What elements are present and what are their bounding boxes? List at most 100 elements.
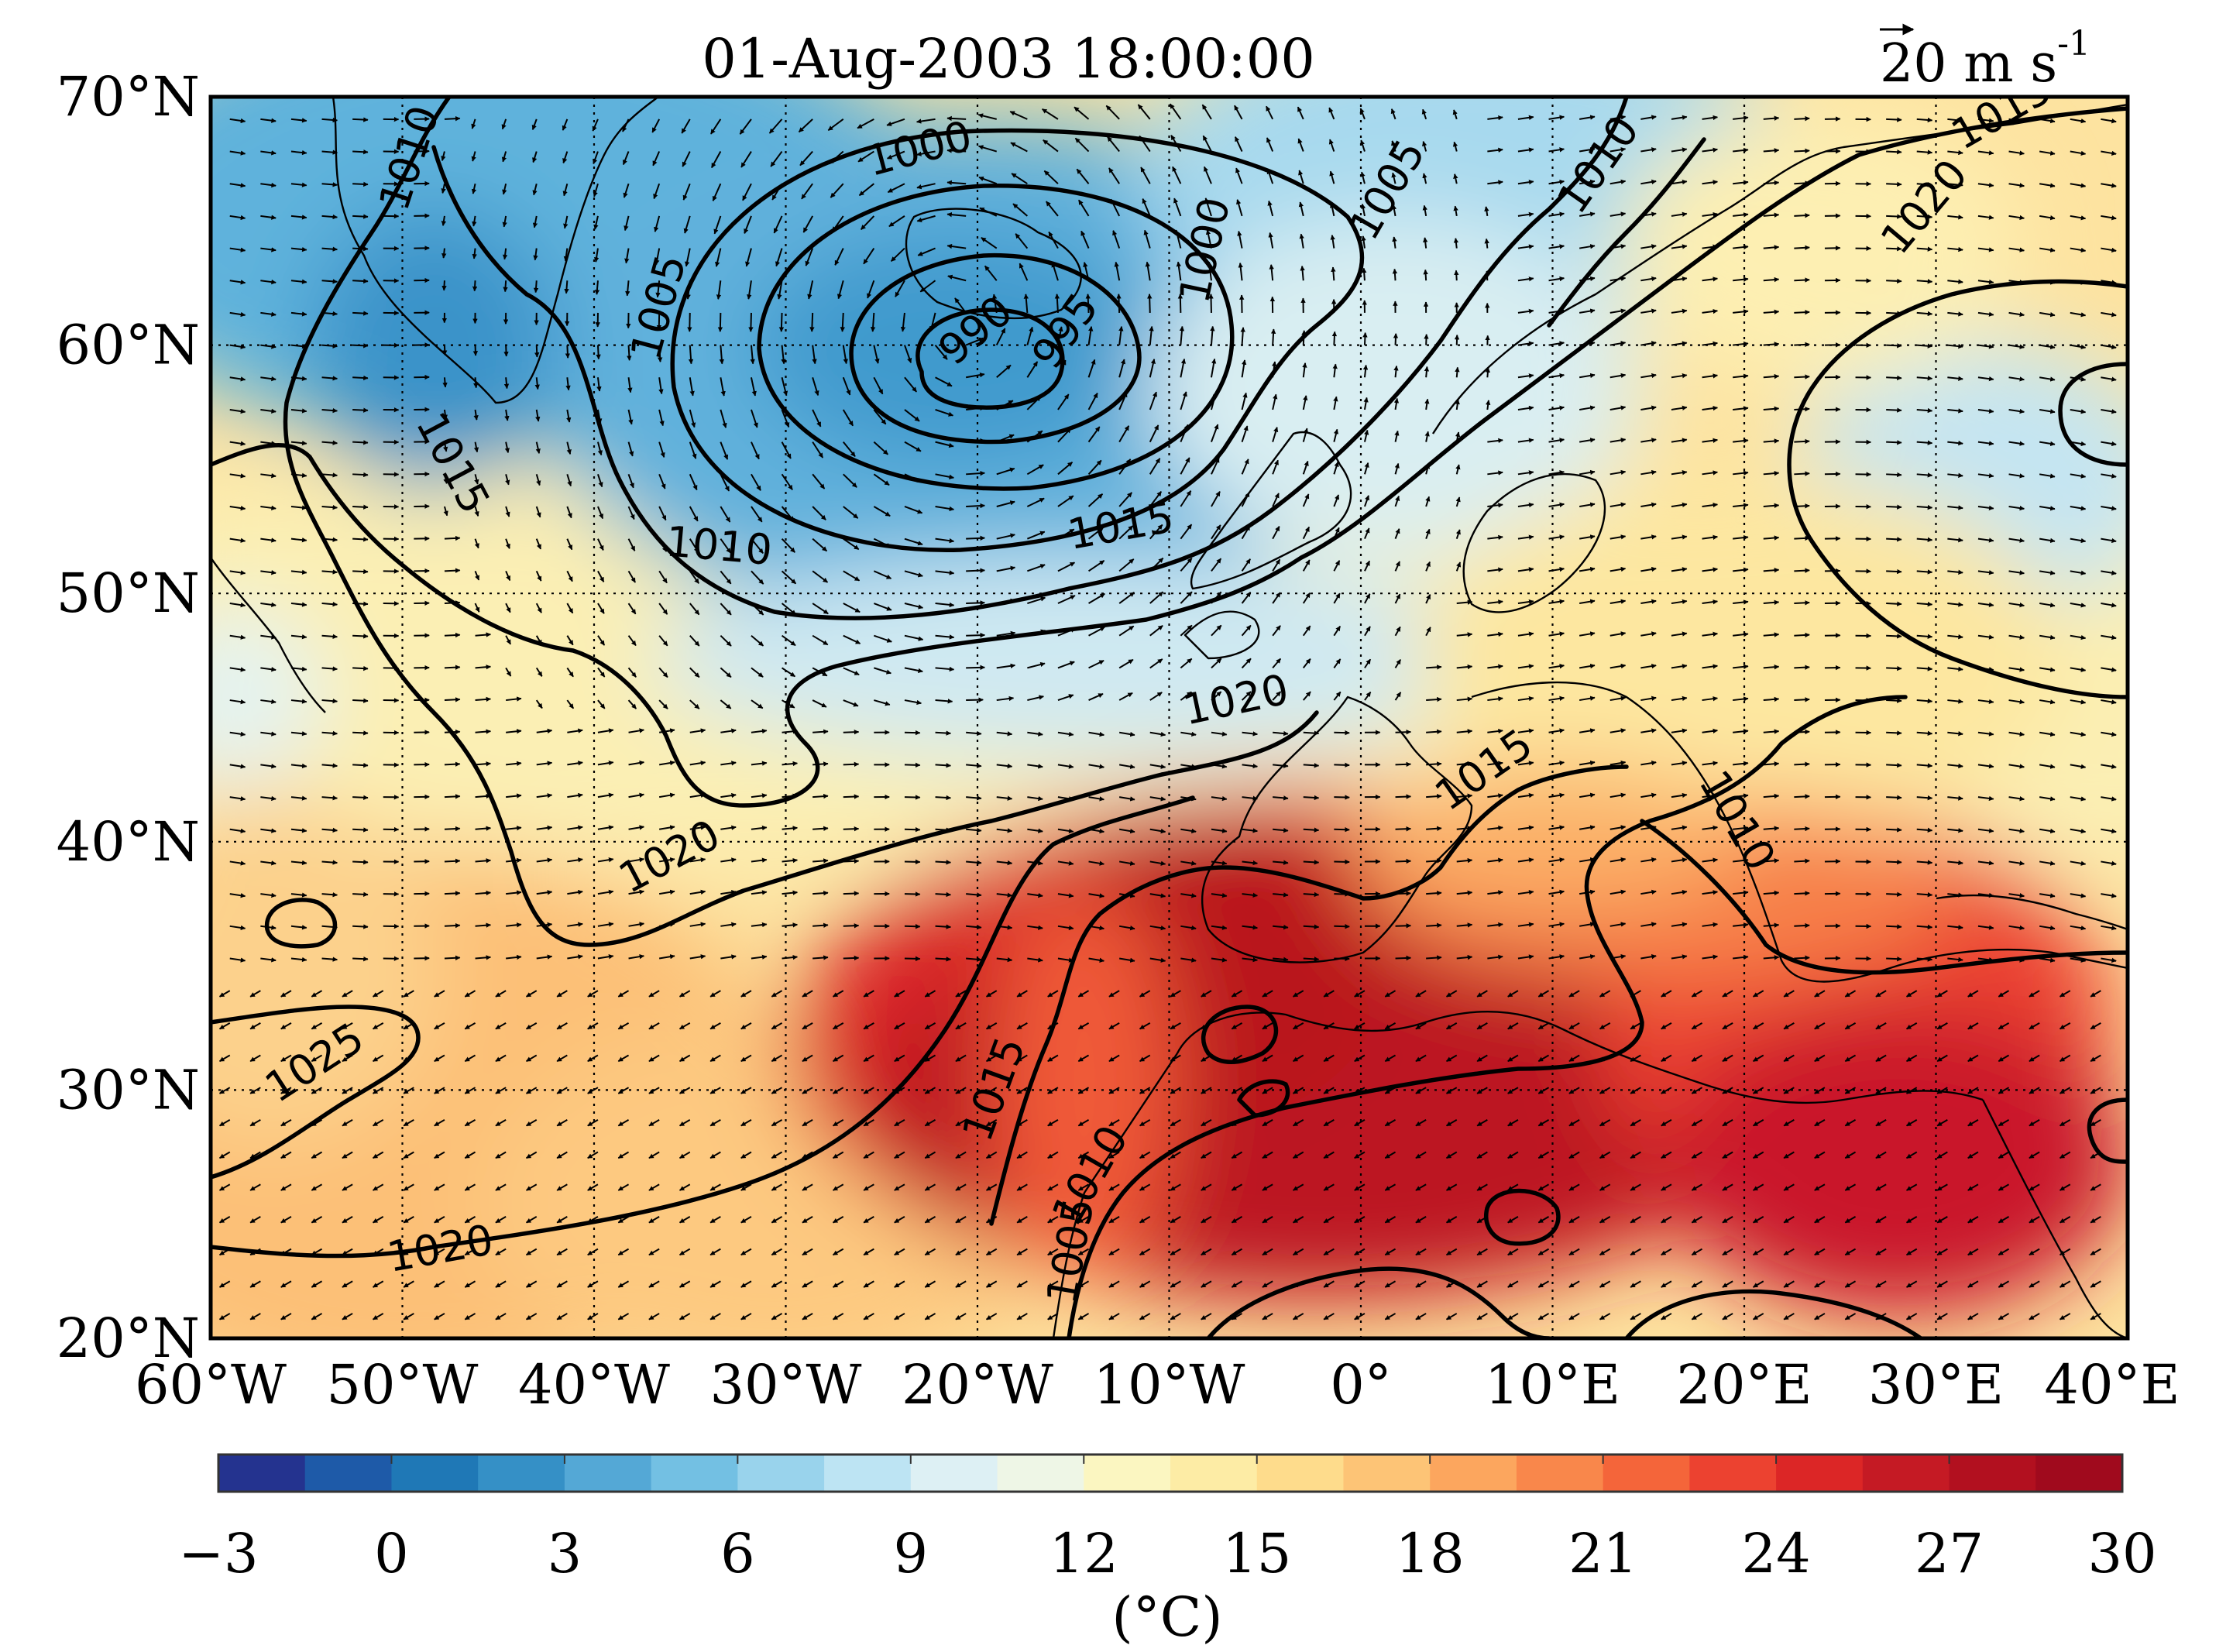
wind-vector	[802, 1119, 813, 1127]
wind-vector	[617, 1248, 630, 1256]
wind-vector	[352, 859, 369, 865]
svg-text:20 m s-1: 20 m s-1	[1880, 24, 2090, 94]
wind-vector	[1108, 1151, 1120, 1159]
wind-vector	[249, 1022, 261, 1030]
wind-vector	[1077, 1313, 1090, 1321]
wind-vector	[464, 1280, 476, 1288]
wind-vector	[372, 1313, 384, 1321]
colorbar-tick-label: 27	[1915, 1522, 1984, 1585]
lon-tick-label: 10°W	[1093, 1353, 1245, 1417]
wind-vector	[280, 1087, 292, 1094]
wind-vector	[812, 890, 829, 896]
wind-vector	[1476, 1248, 1488, 1256]
wind-vector	[2090, 1183, 2101, 1191]
wind-vector	[2059, 1054, 2071, 1063]
wind-vector	[1108, 1280, 1120, 1288]
colorbar-swatch	[2035, 1455, 2123, 1492]
wind-vector	[1334, 859, 1350, 865]
wind-vector	[403, 1183, 414, 1191]
colorbar-swatch	[910, 1455, 998, 1492]
wind-vector	[894, 1183, 905, 1191]
wind-vector	[924, 1313, 936, 1321]
wind-vector	[342, 1313, 353, 1321]
wind-vector	[1875, 1087, 1887, 1094]
wind-vector	[843, 729, 860, 735]
colorbar-swatch	[1516, 1455, 1604, 1492]
wind-vector	[1886, 891, 1902, 897]
wind-vector	[924, 1119, 936, 1127]
wind-vector	[955, 1216, 967, 1224]
wind-vector	[1476, 1087, 1488, 1094]
wind-vector	[2090, 1087, 2101, 1094]
wind-vector	[1630, 1280, 1641, 1288]
wind-vector	[1108, 1216, 1120, 1224]
wind-vector	[1262, 1248, 1273, 1256]
wind-vector	[955, 1313, 967, 1321]
colorbar-tick-label: 12	[1050, 1522, 1118, 1585]
wind-vector	[444, 891, 461, 896]
wind-vector	[709, 1248, 721, 1256]
wind-vector	[1323, 1216, 1335, 1224]
wind-vector	[678, 1313, 691, 1321]
wind-vector	[935, 795, 951, 801]
wind-vector	[434, 1248, 445, 1256]
wind-vector	[1886, 149, 1902, 155]
wind-vector	[648, 1054, 660, 1063]
wind-vector	[617, 1216, 630, 1224]
wind-vector	[771, 1313, 783, 1321]
wind-vector	[1886, 956, 1902, 962]
wind-vector	[1998, 1183, 2010, 1191]
wind-vector	[1752, 1248, 1764, 1256]
wind-vector	[472, 280, 478, 292]
wind-vector	[1507, 1183, 1519, 1191]
wind-vector	[1445, 1248, 1458, 1256]
wind-vector	[352, 537, 369, 542]
lat-tick-label: 40°N	[57, 810, 200, 874]
wind-vector	[812, 793, 829, 799]
wind-vector	[1077, 1183, 1090, 1191]
wind-vector	[2090, 1216, 2101, 1224]
wind-vector	[2059, 1087, 2071, 1094]
wind-vector	[894, 1119, 905, 1127]
wind-vector	[556, 1280, 568, 1288]
wind-vector	[1722, 1151, 1733, 1159]
wind-vector	[218, 1216, 231, 1224]
wind-vector	[1886, 601, 1902, 606]
wind-vector	[1170, 1119, 1181, 1127]
wind-vector	[924, 1216, 936, 1224]
wind-vector	[1047, 1248, 1059, 1256]
wind-vector	[648, 1087, 660, 1094]
wind-vector	[1423, 269, 1428, 281]
wind-vector	[1886, 859, 1902, 865]
wind-vector	[771, 1087, 783, 1094]
wind-vector	[1691, 1087, 1703, 1094]
wind-vector	[678, 1248, 691, 1256]
wind-vector	[1783, 1248, 1795, 1256]
wind-vector	[1537, 1119, 1550, 1127]
wind-vector	[1794, 665, 1810, 670]
wind-vector	[1886, 343, 1902, 349]
wind-vector	[955, 1151, 967, 1159]
wind-vector	[1139, 1280, 1151, 1288]
wind-vector	[935, 860, 951, 865]
wind-vector	[1415, 1054, 1427, 1063]
wind-vector	[863, 1087, 874, 1094]
colorbar-tick-label: 3	[548, 1522, 582, 1585]
wind-vector	[311, 1280, 323, 1288]
wind-vector	[1303, 860, 1320, 865]
wind-vector	[985, 1280, 998, 1288]
wind-vector	[1108, 1248, 1120, 1256]
wind-vector	[495, 1313, 507, 1321]
wind-vector	[935, 891, 951, 898]
wind-vector	[1292, 1248, 1304, 1256]
wind-vector	[771, 1248, 783, 1256]
wind-vector	[832, 1054, 844, 1063]
wind-vector	[352, 956, 369, 962]
wind-vector	[924, 1280, 936, 1288]
wind-vector	[904, 956, 921, 962]
wind-vector	[894, 1280, 905, 1288]
wind-vector	[1426, 922, 1442, 929]
colorbar-swatch	[1776, 1455, 1864, 1492]
wind-vector	[1844, 1248, 1857, 1256]
